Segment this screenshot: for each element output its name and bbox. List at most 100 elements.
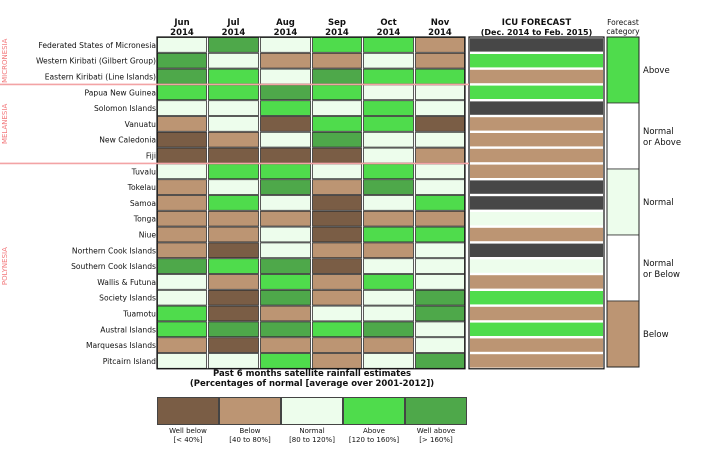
legend-label-well-above: Well above [> 160%] [416,427,456,444]
forecast-bar-society-islands [470,291,603,305]
cell-fiji-jun [157,147,207,164]
forecast-bar-northern-cook-islands [470,243,603,257]
cell-fiji-nov [415,147,465,164]
cell-pitcairn-island-jul [208,353,259,369]
legend-swatch-below [219,397,281,425]
cell-vanuatu-nov [415,116,465,132]
row-label-niue: Niue [139,231,157,240]
cell-eastern-kiribati-line-islands-aug [260,68,311,85]
month-header-jul: Jul [226,18,239,28]
cell-southern-cook-islands-jul [208,258,259,274]
cell-western-kiribati-gilbert-group-oct [363,52,414,69]
forecast-bar-tonga [470,212,603,226]
cell-tokelau-sep [312,179,362,195]
cell-austral-islands-nov [415,321,465,338]
region-label-polynesia: POLYNESIA [1,247,9,285]
cell-eastern-kiribati-line-islands-sep [312,68,362,85]
cell-wallis-futuna-oct [363,274,414,290]
cell-wallis-futuna-jul [208,274,259,290]
cell-niue-sep [312,226,362,243]
cell-austral-islands-aug [260,321,311,338]
forecast-bar-papua-new-guinea [470,85,603,99]
cell-solomon-islands-jul [208,100,259,116]
cell-vanuatu-jul [208,116,259,132]
cell-tuamotu-jul [208,305,259,322]
row-label-northern-cook-islands: Northern Cook Islands [72,246,156,255]
cell-solomon-islands-nov [415,100,465,116]
cell-solomon-islands-aug [260,100,311,116]
row-label-samoa: Samoa [130,199,156,208]
row-label-tuvalu: Tuvalu [131,167,157,176]
cell-niue-oct [363,226,414,243]
forecast-bar-marquesas-islands [470,338,603,352]
cell-federated-states-of-micronesia-jun [157,37,207,53]
cell-society-islands-aug [260,289,311,306]
forecast-bar-niue [470,227,603,242]
row-label-tuamotu: Tuamotu [122,310,156,319]
cell-federated-states-of-micronesia-aug [260,37,311,53]
cell-niue-jun [157,226,207,243]
legend-label-well-below: Well below [< 40%] [169,427,207,444]
forecast-bar-new-caledonia [470,133,603,147]
month-year-aug: 2014 [274,28,298,38]
cell-tuamotu-jun [157,305,207,322]
category-label-normal: Normal [643,198,674,208]
forecast-bar-samoa [470,196,603,210]
cell-niue-aug [260,226,311,243]
cell-federated-states-of-micronesia-jul [208,37,259,53]
category-bar-border [606,36,640,368]
month-year-sep: 2014 [325,28,349,38]
cell-pitcairn-island-nov [415,353,465,369]
cell-society-islands-jun [157,289,207,306]
forecast-bar-pitcairn-island [470,354,603,368]
forecast-bar-tuvalu [470,164,603,178]
forecast-bar-eastern-kiribati-line-islands [470,69,603,84]
cell-northern-cook-islands-nov [415,242,465,259]
month-year-jul: 2014 [222,28,246,38]
legend-swatch-well-below [157,397,219,425]
cell-papua-new-guinea-oct [363,84,414,101]
category-label-normal-or-above-line1: Normal [643,127,674,137]
legend-label-above: Above [120 to 160%] [348,427,400,444]
cell-new-caledonia-sep [312,131,362,148]
cell-fiji-jul [208,147,259,164]
cell-austral-islands-jun [157,321,207,338]
category-swatch-above [606,36,640,104]
cell-eastern-kiribati-line-islands-nov [415,68,465,85]
cell-federated-states-of-micronesia-nov [415,37,465,53]
cell-solomon-islands-jun [157,100,207,116]
forecast-bar-tuamotu [470,306,603,321]
cell-tokelau-oct [363,179,414,195]
cell-vanuatu-aug [260,116,311,132]
row-label-pitcairn-island: Pitcairn Island [103,357,156,366]
cell-northern-cook-islands-aug [260,242,311,259]
cell-samoa-sep [312,195,362,211]
cell-western-kiribati-gilbert-group-jul [208,52,259,69]
month-year-jun: 2014 [170,28,194,38]
cell-eastern-kiribati-line-islands-jun [157,68,207,85]
cell-marquesas-islands-jul [208,337,259,353]
month-header-jun: Jun [173,18,189,28]
cell-new-caledonia-aug [260,131,311,148]
legend-swatch-well-above [405,397,467,425]
row-label-western-kiribati-gilbert-group: Western Kiribati (Gilbert Group) [36,57,156,66]
cell-new-caledonia-jun [157,131,207,148]
month-header-aug: Aug [276,18,295,28]
cell-tuvalu-aug [260,163,311,180]
cell-tuamotu-nov [415,305,465,322]
rainfall-table-chart: Jun2014Jul2014Aug2014Sep2014Oct2014Nov20… [0,18,681,370]
cell-samoa-jun [157,195,207,211]
category-label-below: Below [643,330,669,340]
legend-swatch-normal [281,397,343,425]
cell-tonga-nov [415,210,465,227]
row-label-vanuatu: Vanuatu [125,120,157,129]
cell-eastern-kiribati-line-islands-oct [363,68,414,85]
forecast-bar-wallis-futuna [470,275,603,289]
cell-new-caledonia-jul [208,131,259,148]
cell-fiji-aug [260,147,311,164]
category-swatch-below [606,300,640,368]
cell-pitcairn-island-sep [312,353,362,369]
cell-papua-new-guinea-aug [260,84,311,101]
cell-wallis-futuna-sep [312,274,362,290]
bottom-title: Past 6 months satellite rainfall estimat… [157,369,467,389]
